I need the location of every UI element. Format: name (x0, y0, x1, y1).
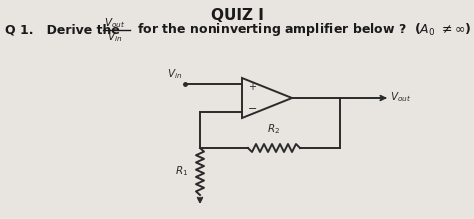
Text: $V_{out}$: $V_{out}$ (104, 16, 125, 30)
Text: $V_{in}$: $V_{in}$ (107, 30, 122, 44)
Text: $V_{in}$: $V_{in}$ (167, 67, 182, 81)
Text: for the noninverting amplifier below ?  ($A_0$ $\neq\infty$): for the noninverting amplifier below ? (… (133, 21, 471, 39)
Text: +: + (248, 82, 256, 92)
Text: QUIZ I: QUIZ I (210, 8, 264, 23)
Text: Q 1.   Derive the: Q 1. Derive the (5, 23, 124, 37)
Text: $V_{out}$: $V_{out}$ (390, 90, 411, 104)
Text: $R_2$: $R_2$ (267, 122, 281, 136)
Text: −: − (248, 104, 257, 114)
Text: $R_1$: $R_1$ (175, 165, 188, 178)
